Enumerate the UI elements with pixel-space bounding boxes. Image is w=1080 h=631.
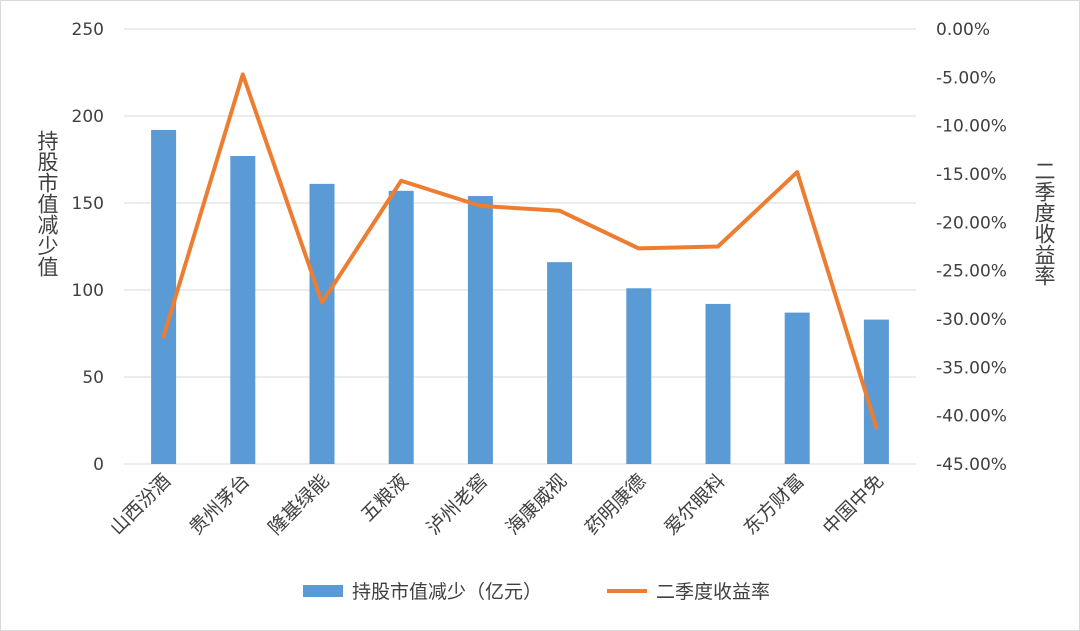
left-axis-ticks: 0 50 100 150 200 250 (72, 20, 104, 475)
bar (626, 288, 652, 464)
bar (705, 303, 731, 464)
bar (230, 156, 256, 464)
legend: 持股市值减少（亿元） 二季度收益率 (303, 581, 770, 603)
right-tick-label: -40.00% (936, 407, 1007, 427)
right-axis-title: 二季度收益率 (1032, 160, 1056, 286)
category-label: 海康威视 (502, 470, 571, 539)
left-tick-label: 200 (72, 107, 104, 127)
right-tick-label: -10.00% (936, 117, 1007, 137)
bar-series (151, 129, 889, 465)
right-tick-label: -5.00% (936, 68, 996, 88)
bar (309, 183, 335, 465)
bar (467, 196, 493, 465)
category-label: 爱尔眼科 (660, 470, 729, 539)
left-tick-label: 250 (72, 20, 104, 40)
right-tick-label: -30.00% (936, 310, 1007, 330)
left-tick-label: 0 (93, 455, 104, 475)
right-tick-label: -25.00% (936, 262, 1007, 282)
bar (547, 262, 573, 464)
right-axis-ticks: 0.00% -5.00% -10.00% -15.00% -20.00% -25.00% -… (936, 20, 1007, 475)
right-tick-label: -45.00% (936, 455, 1007, 475)
left-tick-label: 50 (82, 368, 104, 388)
line-series (161, 72, 879, 430)
category-labels: 山西汾酒 贵州茅台 隆基绿能 五粮液 泸州老窖 海康威视 药明康德 爱尔眼科 东方财富 中国中免 (106, 470, 888, 539)
returns-line (161, 72, 879, 430)
right-tick-label: -15.00% (936, 165, 1007, 185)
left-tick-label: 100 (72, 281, 104, 301)
right-tick-label: -35.00% (936, 358, 1007, 378)
left-axis-title: 持股市值减少值 (35, 130, 59, 277)
category-label: 东方财富 (739, 470, 808, 539)
right-tick-label: 0.00% (936, 20, 990, 40)
bar (784, 312, 810, 464)
legend-bar-swatch (303, 585, 343, 597)
category-label: 五粮液 (357, 470, 413, 526)
bar (388, 190, 414, 464)
category-label: 贵州茅台 (185, 470, 254, 539)
legend-bar-label: 持股市值减少（亿元） (352, 581, 542, 603)
category-label: 山西汾酒 (106, 470, 175, 539)
right-tick-label: -20.00% (936, 213, 1007, 233)
category-label: 隆基绿能 (264, 470, 333, 539)
category-label: 泸州老窖 (423, 470, 492, 539)
left-tick-label: 150 (72, 194, 104, 214)
bar (863, 319, 889, 464)
category-label: 中国中免 (819, 470, 888, 539)
bar (151, 129, 177, 465)
category-label: 药明康德 (581, 470, 650, 539)
legend-line-label: 二季度收益率 (656, 581, 770, 603)
